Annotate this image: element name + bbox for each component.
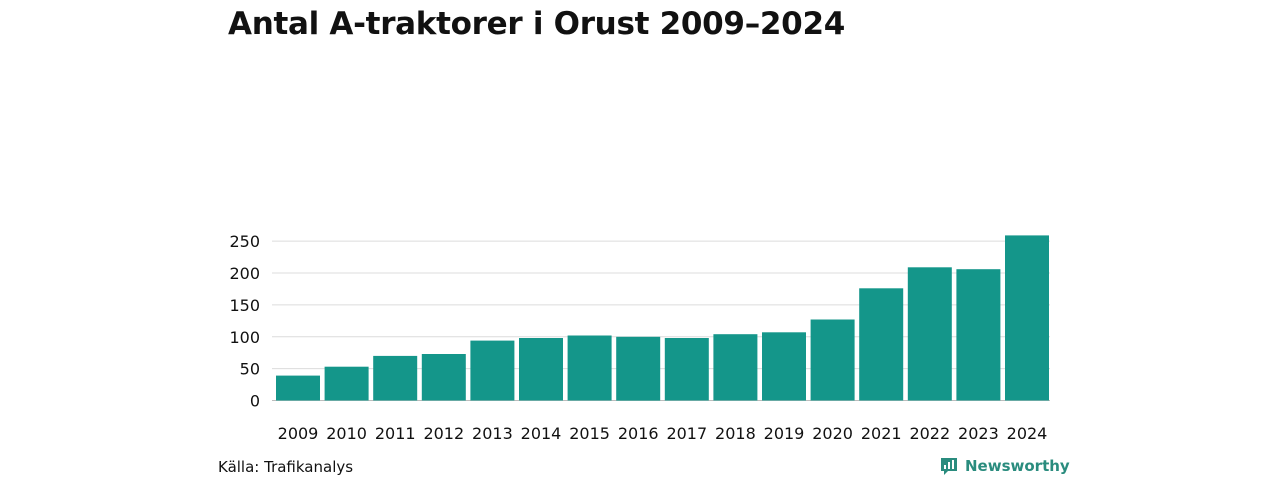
bar-2021[interactable] — [859, 288, 904, 401]
y-tick-label: 0 — [250, 392, 260, 411]
bar-2015[interactable] — [567, 335, 612, 401]
bar-chart-logo-icon — [941, 458, 957, 475]
x-tick-label: 2012 — [423, 424, 464, 443]
x-tick-label: 2009 — [278, 424, 319, 443]
brand-name: Newsworthy — [965, 457, 1070, 475]
x-axis-tick-labels: 2009 2010 2011 2012 2013 2014 2015 2016 2017 2018… — [278, 424, 1048, 443]
y-tick-label: 150 — [229, 296, 260, 315]
bar-2022[interactable] — [907, 267, 952, 401]
chart-title: Antal A-traktorer i Orust 2009–2024 — [228, 6, 845, 42]
y-tick-label: 50 — [240, 360, 260, 379]
y-tick-label: 200 — [229, 264, 260, 283]
bar-2024[interactable] — [1005, 235, 1049, 401]
bar-2009[interactable] — [276, 375, 320, 401]
source-note: Källa: Trafikanalys — [218, 458, 354, 476]
y-tick-label: 100 — [229, 328, 260, 347]
x-tick-label: 2023 — [958, 424, 999, 443]
bar-2013[interactable] — [470, 340, 515, 401]
bar-2011[interactable] — [373, 355, 418, 401]
bar-2023[interactable] — [956, 269, 1001, 401]
x-tick-label: 2018 — [715, 424, 756, 443]
x-tick-label: 2014 — [521, 424, 562, 443]
bar-2010[interactable] — [324, 366, 369, 401]
x-tick-label: 2015 — [569, 424, 610, 443]
x-tick-label: 2010 — [326, 424, 367, 443]
x-tick-label: 2017 — [666, 424, 707, 443]
x-tick-label: 2022 — [909, 424, 950, 443]
y-tick-label: 250 — [229, 232, 260, 251]
x-tick-label: 2011 — [375, 424, 416, 443]
bar-2019[interactable] — [762, 332, 806, 401]
x-tick-label: 2013 — [472, 424, 513, 443]
x-tick-label: 2016 — [618, 424, 659, 443]
bar-2017[interactable] — [664, 338, 709, 401]
x-tick-label: 2019 — [764, 424, 805, 443]
bar-2012[interactable] — [421, 354, 466, 401]
bar-2014[interactable] — [519, 338, 563, 401]
bar-2016[interactable] — [616, 336, 661, 401]
bar-2018[interactable] — [713, 334, 758, 401]
bars — [276, 235, 1049, 401]
bar-2020[interactable] — [810, 319, 855, 401]
brand-logo[interactable]: Newsworthy — [939, 456, 1070, 476]
x-tick-label: 2021 — [861, 424, 902, 443]
x-tick-label: 2024 — [1007, 424, 1048, 443]
y-axis-tick-labels: 0 50 100 150 200 250 — [229, 232, 260, 410]
x-tick-label: 2020 — [812, 424, 853, 443]
